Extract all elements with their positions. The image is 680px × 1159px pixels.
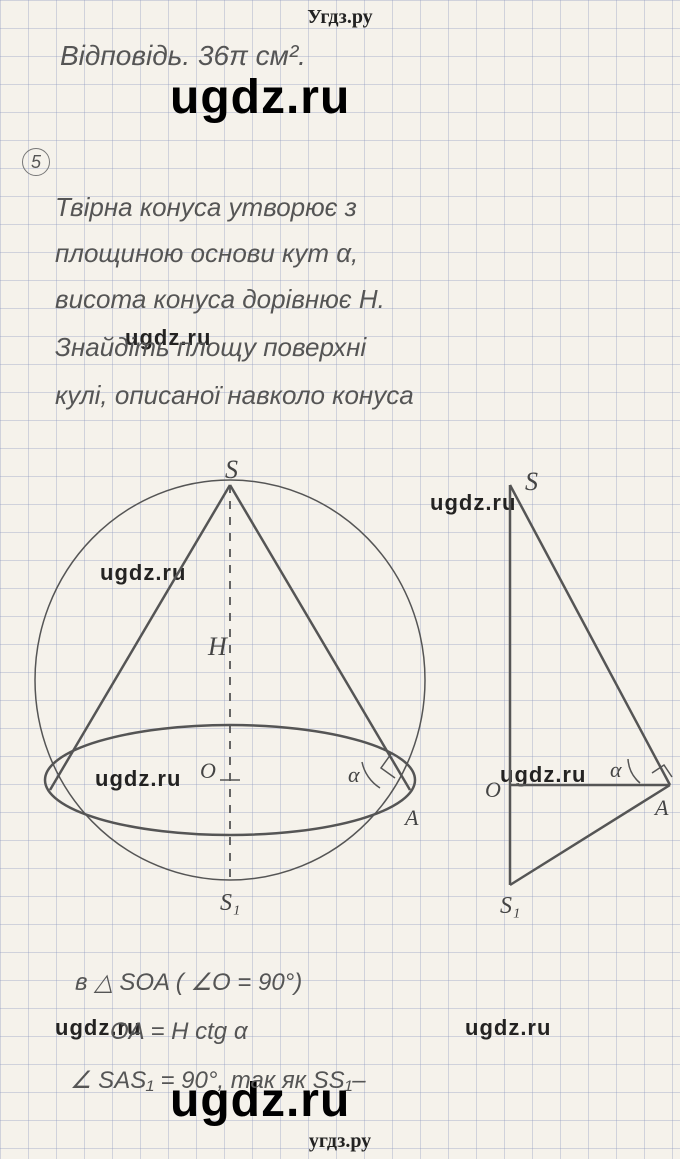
site-header: Угдз.ру xyxy=(0,6,680,29)
solution-line-2: OA = H ctg α xyxy=(110,1018,248,1046)
answer-line: Відповідь. 36π см². xyxy=(60,40,306,72)
diagram-sphere-cone: S S₁ O A H α xyxy=(20,430,440,940)
watermark-large: ugdz.ru xyxy=(170,70,350,125)
label-O: O xyxy=(200,758,216,783)
label-A: A xyxy=(403,805,419,830)
problem-line-1: Твірна конуса утворює з xyxy=(55,192,357,223)
label-alpha: α xyxy=(348,762,360,787)
problem-line-5: кулі, описаної навколо конуса xyxy=(55,380,414,411)
site-footer: угдз.ру xyxy=(0,1130,680,1153)
label-S: S xyxy=(225,455,238,484)
label-alpha-r: α xyxy=(610,757,622,782)
label-S-r: S xyxy=(525,467,538,496)
problem-number: 5 xyxy=(22,148,50,176)
solution-line-3: ∠ SAS₁ = 90°, так як SS₁– xyxy=(70,1066,366,1095)
problem-line-4: Знайдіть площу поверхні xyxy=(55,332,366,363)
label-H: H xyxy=(207,632,228,661)
problem-line-2: площиною основи кут α, xyxy=(55,238,358,269)
label-A-r: A xyxy=(653,795,669,820)
problem-line-3: висота конуса дорівнює H. xyxy=(55,284,385,315)
label-S1: S₁ xyxy=(220,890,240,916)
solution-line-1: в △ SOA ( ∠O = 90°) xyxy=(75,968,302,997)
label-S1-r: S₁ xyxy=(500,893,520,919)
label-O-r: O xyxy=(485,777,501,802)
diagram-triangle: S O A S₁ α xyxy=(440,455,680,935)
watermark-small: ugdz.ru xyxy=(465,1015,551,1041)
